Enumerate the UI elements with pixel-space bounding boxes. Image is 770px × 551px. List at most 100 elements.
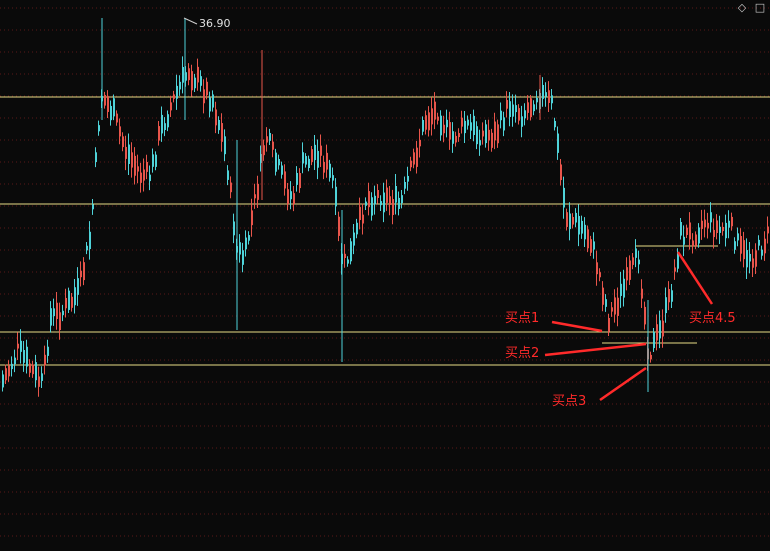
price-bar-body: [227, 170, 229, 180]
price-bar-body: [179, 81, 181, 90]
price-bar-body: [674, 267, 676, 272]
price-bar-body: [419, 139, 421, 147]
price-bar-body: [686, 227, 688, 235]
price-bar-body: [35, 362, 37, 381]
price-bar-body: [149, 174, 151, 182]
price-bar-body: [572, 216, 574, 225]
price-bar-body: [506, 99, 508, 109]
price-bar-body: [746, 250, 748, 268]
max-price-label: 36.90: [199, 17, 231, 30]
price-bar-body: [542, 84, 544, 99]
price-bar-body: [377, 189, 379, 198]
annotation-arrow-3: [599, 366, 647, 402]
price-bar-body: [569, 213, 571, 230]
price-bar-body: [470, 122, 472, 131]
price-bar-body: [557, 133, 559, 153]
price-bar-body: [560, 164, 562, 181]
price-bar-body: [68, 290, 70, 310]
price-bar-body: [299, 172, 301, 189]
price-bar-body: [482, 130, 484, 137]
price-bar-body: [689, 222, 691, 240]
price-bar-body: [305, 156, 307, 165]
price-bar-body: [278, 158, 280, 166]
price-bar-body: [20, 340, 22, 352]
price-bar-body: [620, 283, 622, 296]
price-bar-body: [416, 147, 418, 167]
price-bar-body: [155, 154, 157, 167]
diamond-icon[interactable]: ◇: [737, 1, 747, 14]
price-bar-body: [623, 278, 625, 298]
price-bar-body: [185, 72, 187, 81]
price-bar-body: [404, 181, 406, 189]
price-bar-body: [701, 220, 703, 229]
price-bar-body: [371, 197, 373, 216]
price-bar-body: [665, 297, 667, 314]
price-bar-body: [500, 110, 502, 121]
price-bar-body: [740, 236, 742, 254]
price-bar-body: [281, 165, 283, 175]
price-bar-body: [545, 92, 547, 97]
price-bar-body: [413, 152, 415, 165]
price-bar-body: [209, 97, 211, 112]
price-bar-body: [92, 204, 94, 210]
price-bar-body: [524, 110, 526, 119]
price-bar-body: [230, 182, 232, 193]
price-bar-body: [446, 119, 448, 128]
price-bar-body: [656, 324, 658, 341]
price-bar-body: [389, 196, 391, 205]
price-bar-body: [659, 320, 661, 339]
maximize-icon[interactable]: □: [754, 1, 766, 14]
price-bar-body: [98, 125, 100, 132]
price-bar-body: [671, 290, 673, 302]
price-bar-body: [269, 132, 271, 141]
price-bars: [2, 18, 769, 397]
price-bar-body: [38, 376, 40, 387]
price-bar-body: [119, 126, 121, 137]
price-bar-body: [617, 297, 619, 316]
price-bar-body: [764, 238, 766, 254]
price-bar-body: [275, 152, 277, 172]
price-bar-body: [158, 126, 160, 141]
price-bar-body: [515, 105, 517, 113]
price-bar-body: [464, 120, 466, 134]
price-bar-body: [662, 320, 664, 337]
price-bar-body: [215, 109, 217, 126]
price-bar-body: [251, 210, 253, 226]
price-bar-body: [233, 221, 235, 236]
price-bar-body: [374, 195, 376, 205]
price-bar-body: [266, 136, 268, 143]
price-bar-body: [491, 132, 493, 148]
price-bar-body: [611, 307, 613, 312]
buy-point-4-5-label: 买点4.5: [689, 311, 736, 326]
price-bar-body: [44, 354, 46, 366]
price-bar-body: [650, 354, 652, 360]
price-bar-body: [536, 97, 538, 103]
price-bar-body: [713, 229, 715, 238]
price-bar-body: [344, 253, 346, 259]
price-bar-body: [467, 119, 469, 126]
price-bar-body: [599, 272, 601, 278]
price-bar-body: [707, 222, 709, 229]
price-bar-body: [602, 287, 604, 305]
price-bar-body: [206, 81, 208, 96]
price-bar-body: [386, 187, 388, 203]
price-bar-body: [734, 241, 736, 250]
price-bar-body: [95, 152, 97, 162]
price-bar-body: [731, 216, 733, 227]
price-bar-body: [752, 258, 754, 268]
price-bar-body: [347, 259, 349, 264]
price-bar-body: [2, 374, 4, 388]
price-bar-body: [350, 241, 352, 262]
price-bar-body: [125, 146, 127, 159]
price-bar-body: [443, 124, 445, 134]
price-bar-body: [143, 169, 145, 181]
price-bar-body: [53, 308, 55, 317]
price-bar-body: [737, 233, 739, 241]
price-bar-body: [677, 251, 679, 269]
price-bar-body: [614, 297, 616, 315]
price-bar-body: [728, 220, 730, 228]
price-bar-body: [17, 343, 19, 349]
price-bar-body: [644, 306, 646, 325]
price-bar-body: [5, 368, 7, 381]
price-bar-body: [575, 212, 577, 223]
